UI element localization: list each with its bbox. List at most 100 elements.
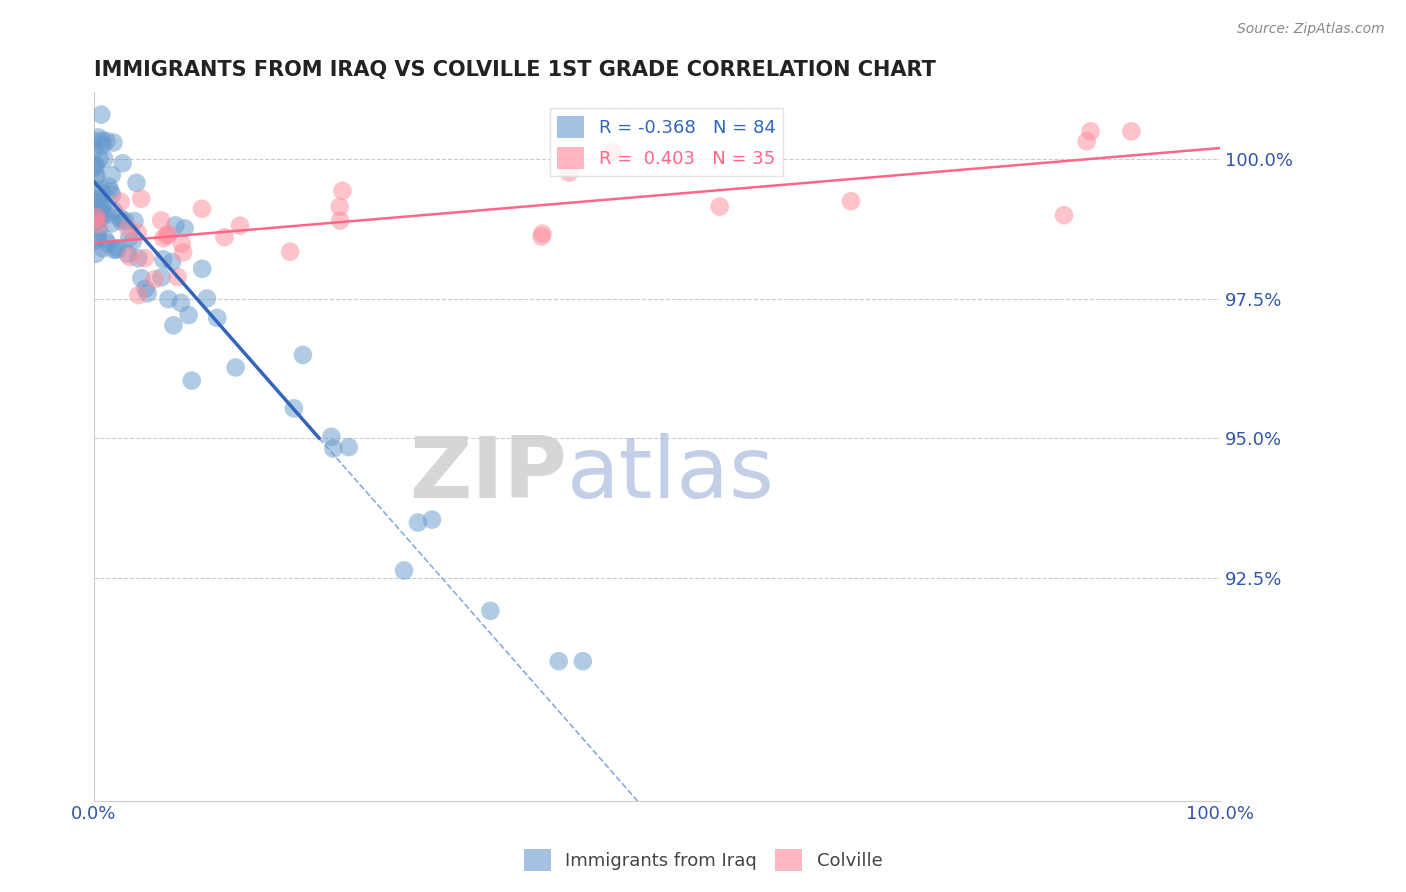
Point: [166, 270, 188, 285]
Text: Source: ZipAtlas.com: Source: ZipAtlas.com: [1237, 22, 1385, 37]
Point: [105, 243, 128, 257]
Point: [97, 236, 120, 251]
Point: [83, 212, 105, 227]
Point: [84, 159, 107, 173]
Point: [547, 654, 569, 668]
Point: [124, 214, 146, 228]
Point: [89, 202, 111, 216]
Point: [127, 252, 149, 266]
Point: [165, 219, 187, 233]
Point: [180, 374, 202, 388]
Point: [229, 219, 252, 233]
Point: [87, 230, 110, 244]
Text: atlas: atlas: [567, 434, 775, 516]
Point: [110, 194, 132, 209]
Point: [709, 200, 731, 214]
Point: [83, 213, 105, 227]
Point: [1121, 124, 1143, 138]
Point: [90, 107, 112, 121]
Point: [84, 171, 107, 186]
Point: [87, 130, 110, 145]
Point: [117, 247, 139, 261]
Point: [156, 228, 179, 243]
Point: [83, 194, 105, 208]
Point: [329, 213, 352, 227]
Point: [87, 218, 110, 232]
Point: [572, 654, 595, 668]
Point: [91, 134, 114, 148]
Point: [84, 246, 107, 260]
Point: [134, 251, 156, 265]
Point: [152, 231, 174, 245]
Point: [1080, 124, 1102, 138]
Point: [90, 203, 112, 218]
Point: [152, 252, 174, 267]
Point: [129, 192, 152, 206]
Point: [87, 223, 110, 237]
Point: [839, 194, 862, 209]
Point: [162, 318, 184, 333]
Point: [103, 136, 125, 150]
Point: [420, 513, 443, 527]
Point: [96, 134, 118, 148]
Point: [87, 202, 110, 217]
Point: [97, 179, 120, 194]
Point: [83, 158, 105, 172]
Point: [127, 288, 149, 302]
Point: [90, 182, 112, 196]
Point: [135, 282, 157, 296]
Point: [93, 206, 115, 220]
Point: [107, 241, 129, 255]
Point: [170, 236, 193, 251]
Point: [127, 226, 149, 240]
Text: IMMIGRANTS FROM IRAQ VS COLVILLE 1ST GRADE CORRELATION CHART: IMMIGRANTS FROM IRAQ VS COLVILLE 1ST GRA…: [94, 60, 936, 79]
Point: [98, 184, 121, 198]
Point: [214, 230, 236, 244]
Point: [93, 152, 115, 166]
Point: [86, 210, 108, 224]
Point: [479, 604, 502, 618]
Point: [94, 232, 117, 246]
Point: [111, 214, 134, 228]
Point: [86, 214, 108, 228]
Point: [83, 143, 105, 157]
Point: [406, 516, 429, 530]
Point: [101, 187, 124, 202]
Point: [117, 221, 139, 235]
Point: [602, 145, 624, 160]
Point: [125, 176, 148, 190]
Point: [96, 208, 118, 222]
Point: [283, 401, 305, 416]
Point: [225, 360, 247, 375]
Point: [84, 161, 107, 175]
Point: [530, 229, 553, 244]
Point: [195, 292, 218, 306]
Point: [89, 152, 111, 166]
Legend: R = -0.368   N = 84, R =  0.403   N = 35: R = -0.368 N = 84, R = 0.403 N = 35: [550, 108, 783, 176]
Point: [89, 213, 111, 227]
Text: ZIP: ZIP: [409, 434, 567, 516]
Point: [392, 563, 415, 577]
Point: [111, 156, 134, 170]
Point: [278, 244, 301, 259]
Point: [100, 168, 122, 182]
Point: [122, 235, 145, 249]
Point: [103, 243, 125, 257]
Point: [157, 227, 180, 241]
Point: [84, 169, 107, 183]
Point: [136, 286, 159, 301]
Point: [329, 200, 352, 214]
Point: [108, 211, 131, 225]
Point: [1053, 208, 1076, 222]
Point: [322, 442, 344, 456]
Point: [191, 202, 214, 216]
Point: [83, 208, 105, 222]
Point: [150, 270, 173, 285]
Legend: Immigrants from Iraq, Colville: Immigrants from Iraq, Colville: [516, 842, 890, 879]
Point: [150, 213, 173, 227]
Point: [83, 134, 105, 148]
Point: [143, 272, 166, 286]
Point: [91, 241, 114, 255]
Point: [558, 166, 581, 180]
Point: [337, 440, 360, 454]
